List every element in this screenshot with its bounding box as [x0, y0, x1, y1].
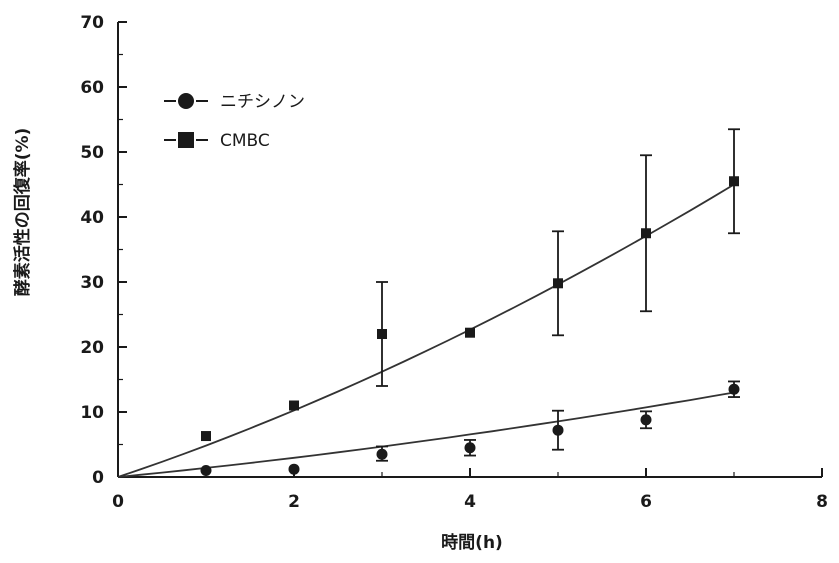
fit-line-nitisinone [117, 391, 735, 478]
data-point-circle [200, 465, 212, 476]
y-tick-label: 60 [80, 78, 104, 98]
data-point-square [289, 400, 299, 411]
data-marks [200, 128, 740, 476]
data-point-square [465, 327, 475, 338]
data-point-square [201, 431, 211, 442]
fit-lines [117, 183, 735, 478]
data-point-circle [552, 424, 564, 436]
data-point-circle [728, 383, 740, 395]
data-point-circle [288, 463, 300, 475]
x-tick-label: 6 [640, 492, 652, 512]
legend-marker-circle [178, 93, 194, 109]
data-point-square [641, 228, 651, 239]
data-point-circle [464, 442, 476, 454]
data-point-square [729, 176, 739, 187]
data-point-square [377, 329, 387, 339]
fit-line-cmbc [117, 183, 735, 478]
y-tick-label: 70 [80, 13, 104, 33]
x-tick-label: 0 [112, 492, 124, 512]
y-tick-label: 0 [92, 468, 104, 488]
legend-marker-square [178, 132, 194, 148]
data-point-circle [376, 448, 388, 460]
x-tick-label: 4 [464, 492, 476, 512]
legend: ニチシノン CMBC [164, 92, 305, 151]
legend-label: CMBC [220, 131, 270, 151]
y-tick-label: 10 [80, 403, 104, 423]
y-axis-title: 酵素活性の回復率(%) [12, 128, 33, 297]
x-tick-label: 2 [288, 492, 300, 512]
data-point-circle [640, 414, 652, 426]
legend-label: ニチシノン [220, 92, 305, 112]
y-tick-label: 40 [80, 208, 104, 228]
y-tick-label: 20 [80, 338, 104, 358]
y-tick-label: 30 [80, 273, 104, 293]
axes: 0 10 20 30 40 50 60 70 0 2 4 6 8 [80, 13, 828, 512]
x-tick-label: 8 [816, 492, 828, 512]
x-axis-title: 時間(h) [441, 532, 503, 553]
y-tick-label: 50 [80, 143, 104, 163]
data-point-square [553, 278, 563, 289]
